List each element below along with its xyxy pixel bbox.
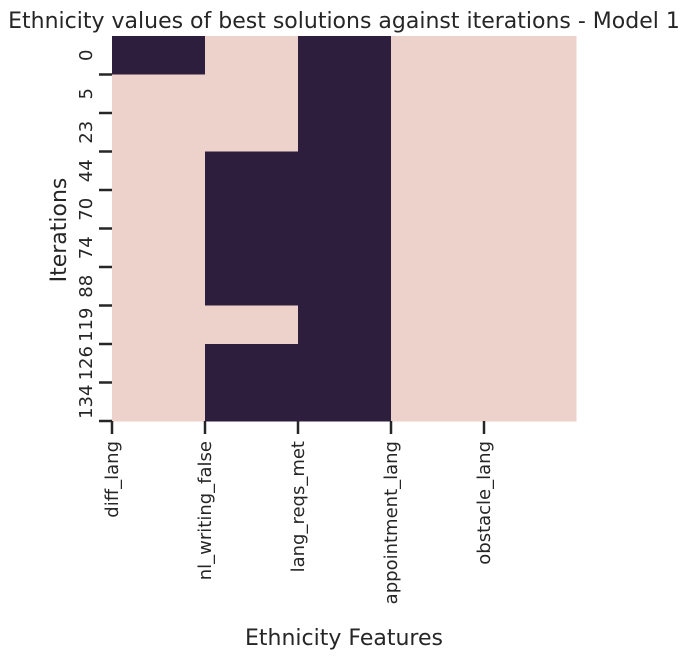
heatmap-cell <box>205 382 299 422</box>
heatmap-cell <box>112 190 206 229</box>
heatmap-cell <box>112 267 206 306</box>
heatmap-cell <box>484 382 577 422</box>
heatmap-cell <box>484 113 577 152</box>
heatmap-cell <box>391 344 485 383</box>
heatmap-cell <box>298 190 392 229</box>
heatmap-cell <box>298 305 392 345</box>
heatmap-cell <box>205 267 299 306</box>
heatmap-cell <box>484 36 577 75</box>
heatmap-cell <box>298 228 392 268</box>
heatmap-cell <box>391 305 485 345</box>
heatmap-cell <box>112 344 206 383</box>
y-tick-label: 134 <box>76 385 97 419</box>
heatmap-cell <box>484 344 577 383</box>
x-tick-label: appointment_lang <box>381 441 402 604</box>
y-tick-label: 126 <box>76 346 97 380</box>
heatmap-cell <box>484 74 577 114</box>
heatmap-cell <box>484 151 577 191</box>
chart-title: Ethnicity values of best solutions again… <box>8 9 680 34</box>
heatmap-cell <box>391 228 485 268</box>
heatmap-cell <box>484 228 577 268</box>
heatmap-cells <box>112 36 577 422</box>
heatmap-cell <box>391 74 485 114</box>
heatmap-cell <box>298 113 392 152</box>
heatmap-cell <box>298 382 392 422</box>
heatmap-cell <box>484 305 577 345</box>
heatmap-cell <box>205 305 299 345</box>
y-axis-label: Iterations <box>47 178 72 283</box>
heatmap-cell <box>391 113 485 152</box>
heatmap-cell <box>298 344 392 383</box>
heatmap-cell <box>112 74 206 114</box>
heatmap-cell <box>484 267 577 306</box>
x-tick-label: obstacle_lang <box>474 441 495 565</box>
heatmap-cell <box>298 151 392 191</box>
heatmap-cell <box>205 190 299 229</box>
heatmap-cell <box>391 190 485 229</box>
y-axis-ticks: 0 5 23 44 70 74 88 119 126 134 <box>76 50 112 423</box>
heatmap-cell <box>298 36 392 75</box>
heatmap-cell <box>112 151 206 191</box>
x-tick-label: lang_reqs_met <box>288 441 309 572</box>
y-tick-label: 5 <box>76 88 97 99</box>
heatmap-cell <box>205 344 299 383</box>
y-tick-label: 74 <box>76 236 97 259</box>
heatmap-cell <box>205 113 299 152</box>
heatmap-cell <box>112 36 206 75</box>
heatmap-cell <box>484 190 577 229</box>
heatmap-cell <box>112 228 206 268</box>
y-tick-label: 0 <box>76 50 97 61</box>
x-axis-ticks: diff_lang nl_writing_false lang_reqs_met ap… <box>102 421 495 604</box>
heatmap-cell <box>391 382 485 422</box>
x-tick-label: diff_lang <box>102 441 123 518</box>
heatmap-cell <box>112 382 206 422</box>
heatmap-cell <box>391 267 485 306</box>
heatmap-cell <box>112 113 206 152</box>
heatmap-cell <box>298 267 392 306</box>
heatmap-cell <box>112 305 206 345</box>
heatmap-cell <box>205 228 299 268</box>
y-tick-label: 44 <box>76 159 97 182</box>
x-tick-label: nl_writing_false <box>195 441 216 580</box>
x-axis-label: Ethnicity Features <box>245 626 443 651</box>
y-tick-label: 70 <box>76 198 97 221</box>
heatmap-cell <box>205 74 299 114</box>
heatmap-cell <box>205 36 299 75</box>
y-tick-label: 119 <box>76 308 97 342</box>
y-tick-label: 23 <box>76 121 97 144</box>
heatmap-cell <box>298 74 392 114</box>
heatmap-cell <box>391 36 485 75</box>
heatmap-cell <box>391 151 485 191</box>
y-tick-label: 88 <box>76 275 97 298</box>
heatmap-cell <box>205 151 299 191</box>
